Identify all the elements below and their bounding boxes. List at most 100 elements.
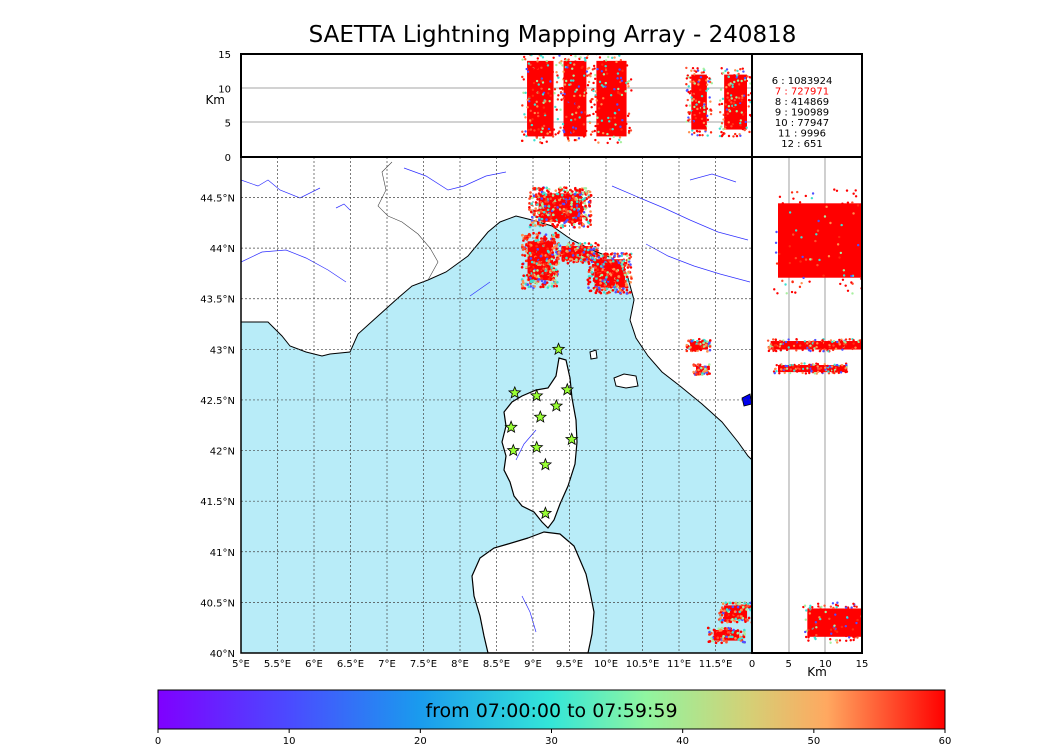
lightning-source: [598, 80, 602, 84]
lightning-source: [830, 613, 834, 616]
lightning-source: [742, 81, 745, 84]
lightning-source: [568, 249, 572, 252]
lightning-source: [596, 243, 600, 247]
lightning-source: [547, 89, 551, 93]
lightning-source: [726, 609, 729, 612]
lightning-source: [739, 68, 742, 71]
lightning-source: [535, 282, 539, 285]
lightning-source: [815, 610, 818, 614]
lightning-source: [823, 341, 827, 345]
lightning-source: [520, 139, 524, 143]
lightning-source: [602, 291, 606, 294]
lightning-source: [583, 207, 587, 211]
lightning-source: [589, 223, 592, 227]
lightning-source: [739, 606, 743, 609]
lightning-source: [549, 92, 553, 95]
lightning-source: [801, 250, 804, 253]
lightning-source: [629, 255, 633, 259]
lightning-source: [705, 107, 709, 110]
lightning-source: [606, 291, 609, 295]
lightning-source: [596, 249, 599, 252]
lightning-source: [709, 112, 713, 116]
lightning-source: [698, 79, 701, 82]
lightning-source: [845, 189, 849, 192]
lightning-source: [694, 99, 698, 103]
lightning-source: [710, 631, 713, 635]
lightning-source: [624, 279, 627, 283]
longitude-tick: 11°E: [667, 659, 691, 670]
lightning-source: [557, 94, 560, 97]
station-count-row: 11 : 9996: [778, 129, 826, 140]
lightning-source: [607, 55, 610, 59]
lightning-source: [594, 283, 598, 287]
lightning-source: [543, 263, 547, 266]
lightning-source: [821, 339, 824, 342]
lightning-source: [580, 205, 584, 209]
lightning-source: [845, 363, 848, 367]
lightning-source: [550, 241, 553, 244]
lightning-source: [611, 257, 615, 261]
lightning-source: [738, 100, 742, 103]
lightning-source: [734, 617, 738, 621]
lightning-source: [800, 236, 803, 239]
lightning-source: [815, 345, 818, 349]
lightning-source: [527, 278, 531, 281]
lightning-source: [775, 363, 778, 367]
lightning-source: [855, 605, 858, 609]
lightning-source: [774, 241, 778, 245]
lightning-source: [735, 110, 738, 113]
lightning-source: [724, 103, 727, 106]
lightning-source: [552, 202, 556, 205]
lightning-source: [844, 338, 848, 341]
lightning-source: [588, 268, 591, 272]
lightning-source: [734, 631, 737, 634]
lightning-source: [557, 254, 560, 258]
lightning-source: [572, 260, 575, 264]
lightning-source: [579, 258, 583, 262]
lightning-source: [608, 120, 611, 123]
lightning-source: [808, 280, 811, 283]
altitude-tick: 5: [225, 119, 231, 130]
lightning-source: [706, 626, 710, 630]
lightning-source: [620, 128, 623, 131]
lightning-source: [733, 80, 736, 84]
lightning-source: [536, 248, 539, 251]
lightning-source: [856, 226, 860, 230]
lightning-source: [544, 245, 548, 248]
lightning-source: [803, 367, 807, 370]
lightning-source: [543, 195, 546, 198]
longitude-tick: 10°E: [594, 659, 618, 670]
lightning-source: [539, 187, 543, 191]
lightning-source: [588, 204, 592, 208]
lightning-source: [736, 631, 739, 635]
lightning-source: [543, 223, 547, 227]
lightning-source: [696, 107, 699, 111]
lightning-source: [804, 194, 808, 198]
lightning-source: [745, 608, 748, 611]
lightning-source: [773, 288, 776, 291]
lightning-source: [697, 368, 700, 372]
lightning-source: [551, 194, 555, 197]
lightning-source: [600, 107, 604, 110]
lightning-source: [619, 58, 623, 62]
lightning-source: [575, 200, 579, 204]
lightning-source: [703, 103, 706, 106]
lightning-source: [565, 245, 569, 248]
lightning-source: [708, 372, 711, 375]
lightning-source: [619, 259, 622, 263]
lightning-source: [797, 204, 800, 207]
lightning-source: [705, 75, 709, 79]
lightning-source: [812, 365, 816, 369]
lightning-source: [541, 257, 544, 260]
lightning-source: [600, 265, 603, 268]
lightning-source: [619, 140, 623, 144]
lightning-source: [719, 125, 723, 128]
lightning-source: [582, 97, 585, 100]
lightning-source: [852, 635, 855, 639]
lightning-source: [605, 275, 608, 279]
lightning-source: [524, 58, 527, 61]
lightning-source: [552, 128, 556, 131]
lightning-source: [523, 236, 527, 240]
lightning-source: [549, 66, 553, 69]
